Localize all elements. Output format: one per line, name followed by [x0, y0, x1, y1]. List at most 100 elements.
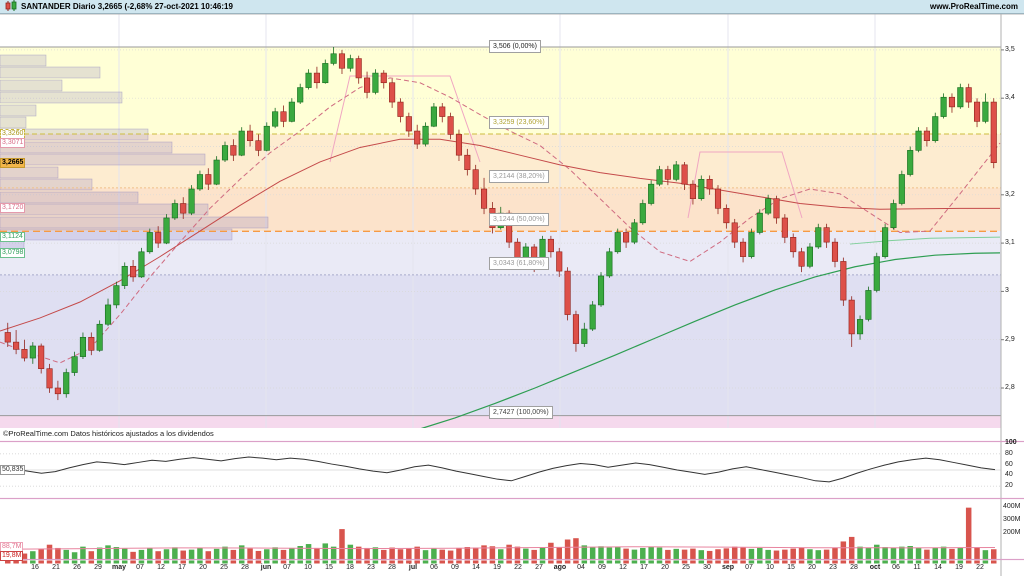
panel-separator[interactable] — [0, 440, 1024, 443]
volume-bar — [481, 545, 487, 559]
volume-bar — [406, 548, 412, 559]
volume-bar — [589, 547, 596, 559]
volume-bar — [498, 549, 504, 559]
volume-bar — [924, 549, 930, 559]
candle-body — [213, 159, 220, 185]
volume-profile-bar — [0, 104, 37, 117]
candle-body — [188, 188, 195, 214]
candle-body — [982, 101, 989, 122]
candle-body — [756, 212, 763, 233]
candle-body — [313, 72, 320, 84]
candle-body — [364, 77, 371, 93]
candle-body — [71, 356, 78, 373]
session-color-tick — [531, 560, 537, 564]
volume-bar — [731, 546, 738, 559]
volume-bar — [71, 552, 78, 559]
candle-body — [572, 314, 580, 344]
panel-separator[interactable] — [0, 558, 1024, 561]
rsi-line — [0, 456, 996, 483]
candle-body — [489, 208, 496, 228]
candle-body — [372, 72, 379, 93]
volume-bar — [773, 550, 780, 559]
candle-body — [121, 265, 128, 286]
session-color-tick — [439, 560, 446, 564]
volume-bar — [13, 552, 19, 559]
session-color-tick — [297, 560, 303, 564]
session-color-tick — [30, 560, 36, 564]
volume-bar — [30, 551, 36, 559]
session-color-tick — [422, 560, 429, 564]
candle-body — [514, 241, 521, 262]
session-color-tick — [640, 560, 646, 564]
session-color-tick — [606, 560, 613, 564]
candle-body — [547, 238, 554, 253]
website-link[interactable]: www.ProRealTime.com — [929, 2, 1018, 11]
volume-bar — [882, 547, 888, 559]
volume-bar — [640, 547, 646, 559]
volume-profile-bar — [0, 203, 209, 216]
candle-body — [247, 130, 254, 142]
session-color-tick — [581, 560, 588, 564]
volume-bar — [564, 539, 571, 559]
candle-body — [815, 227, 822, 248]
volume-bar — [949, 548, 955, 559]
candle-body — [781, 217, 788, 238]
panel-separator[interactable] — [0, 497, 1024, 500]
volume-bar — [531, 549, 537, 559]
volume-bar — [991, 549, 997, 559]
session-color-tick — [564, 560, 571, 564]
candle-body — [923, 130, 930, 142]
volume-profile-bar — [0, 228, 233, 241]
candle-body — [414, 130, 421, 145]
volume-bar — [130, 551, 136, 559]
volume-bar — [798, 547, 805, 559]
volume-bar — [414, 546, 420, 559]
session-color-tick — [130, 560, 136, 564]
volume-bar — [523, 548, 529, 559]
session-color-tick — [681, 560, 688, 564]
session-color-tick — [673, 560, 679, 564]
candle-body — [623, 232, 630, 243]
volume-bar — [213, 548, 220, 559]
volume-profile-bar — [0, 191, 139, 204]
candle-body — [907, 150, 914, 175]
volume-bar — [230, 549, 237, 559]
session-color-tick — [272, 560, 278, 564]
volume-bar — [205, 551, 212, 559]
volume-bar — [347, 544, 354, 559]
volume-bar — [506, 544, 512, 559]
candle-body — [990, 101, 997, 163]
candle-body — [506, 212, 513, 243]
candle-body — [790, 237, 797, 253]
candle-body — [288, 101, 295, 122]
candle-body — [740, 241, 747, 257]
session-color-tick — [991, 560, 997, 564]
volume-bar — [723, 548, 730, 559]
session-color-tick — [974, 560, 980, 564]
copyright-strip — [0, 428, 1001, 441]
candle-body — [272, 111, 279, 127]
candle-body — [706, 179, 713, 190]
session-color-tick — [147, 560, 153, 564]
volume-bar — [222, 546, 228, 559]
volume-bar — [5, 551, 11, 559]
candlestick-icon — [3, 0, 17, 12]
candle-body — [63, 372, 70, 395]
candle-body — [113, 285, 120, 306]
volume-bar — [815, 550, 822, 559]
candle-body — [948, 96, 956, 108]
candle-body — [38, 345, 45, 369]
session-color-tick — [690, 560, 696, 564]
session-color-tick — [414, 560, 420, 564]
volume-bar — [431, 548, 437, 559]
session-color-tick — [899, 560, 905, 564]
candle-body — [806, 246, 813, 267]
candle-body — [96, 323, 103, 351]
session-color-tick — [631, 560, 638, 564]
candle-body — [422, 125, 429, 145]
right-axis-column[interactable] — [1001, 14, 1024, 576]
volume-bar — [355, 546, 362, 559]
volume-bar — [472, 547, 479, 559]
session-color-tick — [932, 560, 939, 564]
